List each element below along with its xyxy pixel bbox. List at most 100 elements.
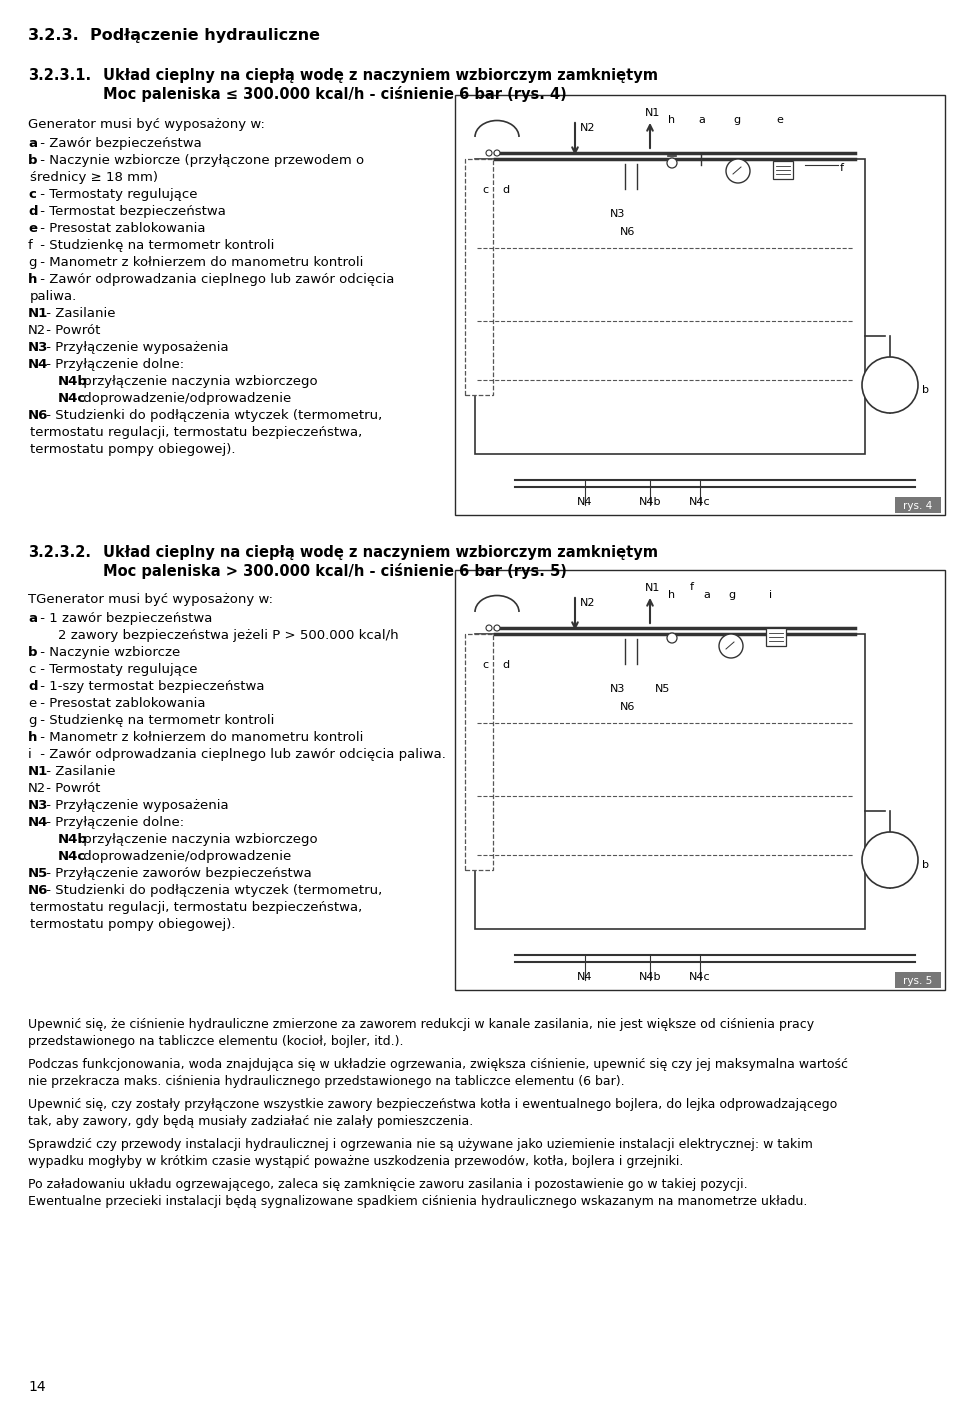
- Text: N3: N3: [610, 685, 625, 694]
- Text: N6: N6: [620, 227, 636, 237]
- Text: paliwa.: paliwa.: [30, 290, 77, 303]
- Text: - Termostat bezpieczeństwa: - Termostat bezpieczeństwa: [36, 205, 226, 217]
- Text: Podczas funkcjonowania, woda znajdująca się w układzie ogrzewania, zwiększa ciśn: Podczas funkcjonowania, woda znajdująca …: [28, 1058, 848, 1087]
- Bar: [766, 629, 786, 645]
- Text: N5: N5: [28, 867, 48, 880]
- Text: - Zawór bezpieczeństwa: - Zawór bezpieczeństwa: [36, 137, 202, 150]
- Bar: [895, 972, 941, 988]
- Text: średnicy ≥ 18 mm): średnicy ≥ 18 mm): [30, 171, 158, 184]
- Text: Podłączenie hydrauliczne: Podłączenie hydrauliczne: [90, 28, 320, 43]
- Circle shape: [862, 356, 918, 412]
- Text: Moc paleniska ≤ 300.000 kcal/h - ciśnienie 6 bar (rys. 4): Moc paleniska ≤ 300.000 kcal/h - ciśnien…: [103, 86, 566, 102]
- Text: N4: N4: [28, 817, 48, 829]
- Circle shape: [667, 633, 677, 643]
- Text: N4c: N4c: [689, 497, 710, 506]
- Text: e: e: [776, 115, 782, 125]
- Text: Sprawdzić czy przewody instalacji hydraulicznej i ogrzewania nie są używane jako: Sprawdzić czy przewody instalacji hydrau…: [28, 1138, 813, 1169]
- Text: N4: N4: [577, 972, 592, 982]
- Text: - Przyłączenie dolne:: - Przyłączenie dolne:: [42, 358, 184, 370]
- Text: Moc paleniska > 300.000 kcal/h - ciśnienie 6 bar (rys. 5): Moc paleniska > 300.000 kcal/h - ciśnien…: [103, 563, 566, 579]
- Text: c: c: [28, 664, 36, 676]
- Text: d: d: [502, 659, 509, 671]
- Text: rys. 5: rys. 5: [903, 976, 932, 986]
- Text: - Termostaty regulujące: - Termostaty regulujące: [36, 664, 198, 676]
- Text: - Przyłączenie zaworów bezpieczeństwa: - Przyłączenie zaworów bezpieczeństwa: [42, 867, 312, 880]
- Text: b: b: [28, 154, 37, 167]
- Text: TGenerator musi być wyposażony w:: TGenerator musi być wyposażony w:: [28, 593, 273, 606]
- Text: N3: N3: [28, 341, 48, 354]
- Text: N2: N2: [580, 123, 595, 133]
- Text: - Studzienki do podłączenia wtyczek (termometru,: - Studzienki do podłączenia wtyczek (ter…: [42, 884, 382, 897]
- Text: h: h: [668, 115, 675, 125]
- Text: 3.2.3.: 3.2.3.: [28, 28, 80, 43]
- Text: termostatu pompy obiegowej).: termostatu pompy obiegowej).: [30, 443, 235, 456]
- Text: termostatu pompy obiegowej).: termostatu pompy obiegowej).: [30, 918, 235, 932]
- Circle shape: [726, 159, 750, 182]
- Text: - Studzienki do podłączenia wtyczek (termometru,: - Studzienki do podłączenia wtyczek (ter…: [42, 410, 382, 422]
- Circle shape: [494, 150, 500, 156]
- Text: b: b: [28, 645, 37, 659]
- Text: N2: N2: [28, 781, 46, 796]
- Text: c: c: [28, 188, 36, 201]
- Bar: [895, 497, 941, 513]
- Text: N4b: N4b: [58, 833, 88, 846]
- Text: termostatu regulacji, termostatu bezpieczeństwa,: termostatu regulacji, termostatu bezpiec…: [30, 901, 362, 913]
- Circle shape: [719, 634, 743, 658]
- Text: Układ cieplny na ciepłą wodę z naczyniem wzbiorczym zamkniętym: Układ cieplny na ciepłą wodę z naczyniem…: [103, 67, 658, 83]
- Text: b: b: [922, 384, 929, 396]
- Text: a: a: [703, 591, 709, 600]
- Bar: [465, 159, 493, 396]
- Text: 3.2.3.2.: 3.2.3.2.: [28, 544, 91, 560]
- Text: h: h: [28, 274, 37, 286]
- Text: - Zawór odprowadzania cieplnego lub zawór odcięcia: - Zawór odprowadzania cieplnego lub zawó…: [36, 274, 395, 286]
- Text: c: c: [482, 185, 488, 195]
- Text: N6: N6: [28, 410, 48, 422]
- Text: termostatu regulacji, termostatu bezpieczeństwa,: termostatu regulacji, termostatu bezpiec…: [30, 427, 362, 439]
- Text: g: g: [733, 115, 740, 125]
- Text: - Przyłączenie wyposażenia: - Przyłączenie wyposażenia: [42, 341, 228, 354]
- Text: N4b: N4b: [638, 497, 661, 506]
- Text: - Presostat zablokowania: - Presostat zablokowania: [36, 697, 205, 710]
- Text: g: g: [728, 591, 735, 600]
- Text: - Powrót: - Powrót: [42, 781, 101, 796]
- Text: f: f: [28, 239, 33, 253]
- Text: Po załadowaniu układu ogrzewającego, zaleca się zamknięcie zaworu zasilania i po: Po załadowaniu układu ogrzewającego, zal…: [28, 1179, 807, 1208]
- Text: N6: N6: [620, 702, 636, 711]
- Text: N2: N2: [28, 324, 46, 337]
- Text: 14: 14: [28, 1381, 46, 1395]
- Text: N1: N1: [645, 108, 660, 118]
- Text: N1: N1: [28, 307, 48, 320]
- Text: - Przyłączenie dolne:: - Przyłączenie dolne:: [42, 817, 184, 829]
- Text: a: a: [698, 115, 705, 125]
- Text: - Przyłączenie wyposażenia: - Przyłączenie wyposażenia: [42, 798, 228, 812]
- Text: N5: N5: [655, 685, 670, 694]
- Text: N1: N1: [28, 765, 48, 779]
- Text: N4: N4: [577, 497, 592, 506]
- Text: g: g: [28, 255, 36, 269]
- Text: - 1-szy termostat bezpieczeństwa: - 1-szy termostat bezpieczeństwa: [36, 680, 265, 693]
- Text: e: e: [28, 222, 37, 234]
- Bar: [455, 95, 945, 515]
- Circle shape: [667, 159, 677, 168]
- Text: - Presostat zablokowania: - Presostat zablokowania: [36, 222, 205, 234]
- Text: N3: N3: [28, 798, 48, 812]
- Text: - Zasilanie: - Zasilanie: [42, 307, 115, 320]
- Text: doprowadzenie/odprowadzenie: doprowadzenie/odprowadzenie: [79, 850, 291, 863]
- Circle shape: [486, 624, 492, 631]
- Text: e: e: [28, 697, 36, 710]
- Text: f: f: [840, 163, 844, 173]
- Text: 3.2.3.1.: 3.2.3.1.: [28, 67, 91, 83]
- Bar: [475, 634, 865, 929]
- Circle shape: [862, 832, 918, 888]
- Text: Upewnić się, czy zostały przyłączone wszystkie zawory bezpieczeństwa kotła i ewe: Upewnić się, czy zostały przyłączone wsz…: [28, 1099, 837, 1128]
- Text: 2 zawory bezpieczeństwa jeżeli P > 500.000 kcal/h: 2 zawory bezpieczeństwa jeżeli P > 500.0…: [58, 629, 398, 643]
- Text: i: i: [769, 591, 772, 600]
- Text: - Studzienkę na termometr kontroli: - Studzienkę na termometr kontroli: [36, 714, 275, 727]
- Text: a: a: [28, 612, 37, 624]
- Text: przyłączenie naczynia wzbiorczego: przyłączenie naczynia wzbiorczego: [79, 375, 318, 389]
- Text: - Naczynie wzbiorcze (przyłączone przewodem o: - Naczynie wzbiorcze (przyłączone przewo…: [36, 154, 364, 167]
- Text: f: f: [690, 582, 694, 592]
- Text: d: d: [502, 185, 509, 195]
- Text: g: g: [28, 714, 36, 727]
- Text: rys. 4: rys. 4: [903, 501, 932, 511]
